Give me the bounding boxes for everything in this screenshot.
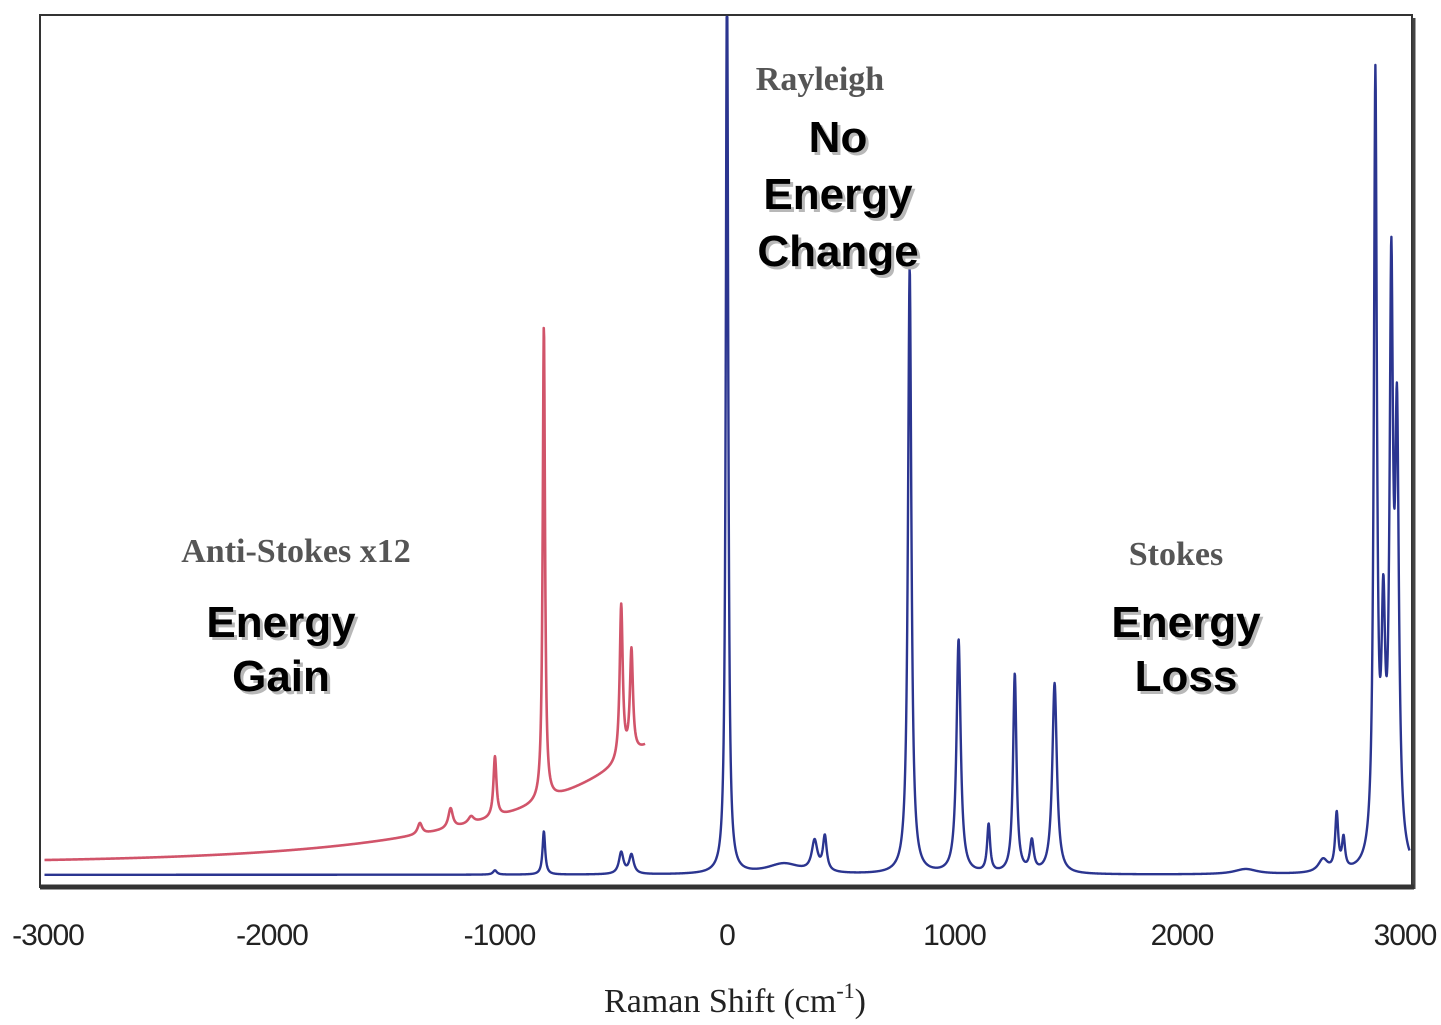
stokes-label: Stokes [1129,536,1223,573]
series-line-stokes-rayleigh [43,15,1411,876]
x-tick-label: -3000 [12,919,84,952]
x-tick-labels: -3000 -2000 -1000 0 1000 2000 3000 [12,919,1438,952]
series-layer [43,15,1411,876]
x-axis-title: Raman Shift (cm-1) [604,978,866,1020]
svg-text:Energy: Energy [209,601,359,650]
anti-stokes-description: Energy Energy Gain Gain [206,598,359,704]
x-tick-label: 0 [719,919,735,952]
x-tick-label: -2000 [236,919,308,952]
x-tick-label: -1000 [464,919,536,952]
svg-text:Loss: Loss [1138,655,1241,704]
svg-text:Change: Change [760,230,921,279]
anti-stokes-desc-line-1: Energy [206,598,356,647]
svg-text:Energy: Energy [1114,601,1264,650]
rayleigh-desc-line-1: No [809,113,868,162]
series-line-anti-stokes [43,326,647,862]
rayleigh-description: No No Energy Energy Change Change [757,113,921,279]
svg-text:No: No [812,116,871,165]
svg-text:Energy: Energy [766,173,916,222]
x-tick-label: 2000 [1151,919,1214,952]
anti-stokes-label: Anti-Stokes x12 [181,533,411,570]
x-tick-label: 3000 [1374,919,1437,952]
svg-text:Gain: Gain [235,655,333,704]
stokes-desc-line-2: Loss [1135,652,1238,701]
stokes-desc-line-1: Energy [1111,598,1261,647]
rayleigh-desc-line-2: Energy [763,170,913,219]
anti-stokes-desc-line-2: Gain [232,652,330,701]
rayleigh-desc-line-3: Change [757,227,918,276]
stokes-description: Energy Energy Loss Loss [1111,598,1264,704]
x-tick-label: 1000 [923,919,986,952]
rayleigh-label: Rayleigh [756,61,885,98]
